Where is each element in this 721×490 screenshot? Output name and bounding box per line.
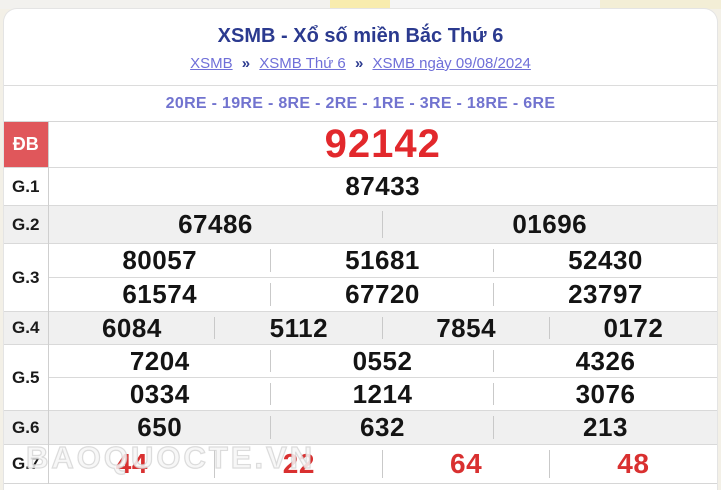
breadcrumb-link-xsmb[interactable]: XSMB: [190, 55, 233, 72]
prize-value-g4: 0172: [549, 311, 717, 345]
prize-value-g7: 44: [48, 444, 216, 484]
results-card: XSMB - Xổ số miền Bắc Thứ 6 XSMB » XSMB …: [3, 8, 718, 490]
results-table: ĐB 92142 G.1 87433 G.2 67486 01696 G.3 80057 5168…: [4, 121, 717, 484]
loto-summary-line: 20RE - 19RE - 8RE - 2RE - 1RE - 3RE - 18…: [165, 95, 556, 112]
prize-label-g3: G.3: [4, 243, 49, 312]
prize-value-g3: 52430: [494, 243, 717, 278]
prize-value-g6: 213: [494, 410, 717, 445]
top-strip-segment: [0, 0, 330, 9]
prize-value-g2: 01696: [382, 205, 717, 244]
prize-value-g4: 5112: [215, 311, 383, 345]
breadcrumb-link-xsmb-date[interactable]: XSMB ngày 09/08/2024: [372, 55, 531, 72]
prize-value-g3: 61574: [48, 277, 271, 312]
page-title: XSMB - Xổ số miền Bắc Thứ 6: [217, 25, 504, 47]
prize-label-g1: G.1: [4, 167, 49, 206]
prize-value-g7: 64: [382, 444, 550, 484]
prize-value-g3: 67720: [271, 277, 494, 312]
breadcrumb: XSMB » XSMB Thứ 6 » XSMB ngày 09/08/2024: [4, 54, 717, 74]
prize-label-g7: G.7: [4, 444, 49, 484]
prize-value-g6: 650: [48, 410, 271, 445]
breadcrumb-separator: »: [241, 55, 251, 72]
prize-label-g5: G.5: [4, 344, 49, 411]
prize-value-g1: 87433: [48, 167, 717, 206]
breadcrumb-link-xsmb-thu-6[interactable]: XSMB Thứ 6: [259, 55, 346, 72]
top-strip-segment-yellow: [600, 0, 721, 9]
prize-value-g4: 6084: [48, 311, 216, 345]
prize-value-g5: 4326: [494, 344, 717, 378]
prize-value-db: 92142: [324, 122, 441, 166]
prize-label-db: ĐB: [4, 121, 49, 168]
top-strip-segment-yellow: [330, 0, 390, 9]
prize-label-g6: G.6: [4, 410, 49, 445]
prize-label-g4: G.4: [4, 311, 49, 345]
prize-value-g5: 1214: [271, 377, 494, 411]
prize-value-g6: 632: [271, 410, 494, 445]
prize-value-g2: 67486: [48, 205, 383, 244]
prize-value-g3: 51681: [271, 243, 494, 278]
prize-value-g5: 0552: [271, 344, 494, 378]
prize-value-g3: 23797: [494, 277, 717, 312]
prize-value-g4: 7854: [382, 311, 550, 345]
prize-value-g5: 0334: [48, 377, 271, 411]
prize-value-g5: 3076: [494, 377, 717, 411]
prize-value-g3: 80057: [48, 243, 271, 278]
prize-value-g7: 48: [549, 444, 717, 484]
breadcrumb-separator: »: [354, 55, 364, 72]
top-strip-segment: [390, 0, 600, 9]
prize-value-g5: 7204: [48, 344, 271, 378]
top-strip: [0, 0, 721, 9]
header-divider: [4, 85, 717, 86]
prize-value-g7: 22: [215, 444, 383, 484]
prize-label-g2: G.2: [4, 205, 49, 244]
